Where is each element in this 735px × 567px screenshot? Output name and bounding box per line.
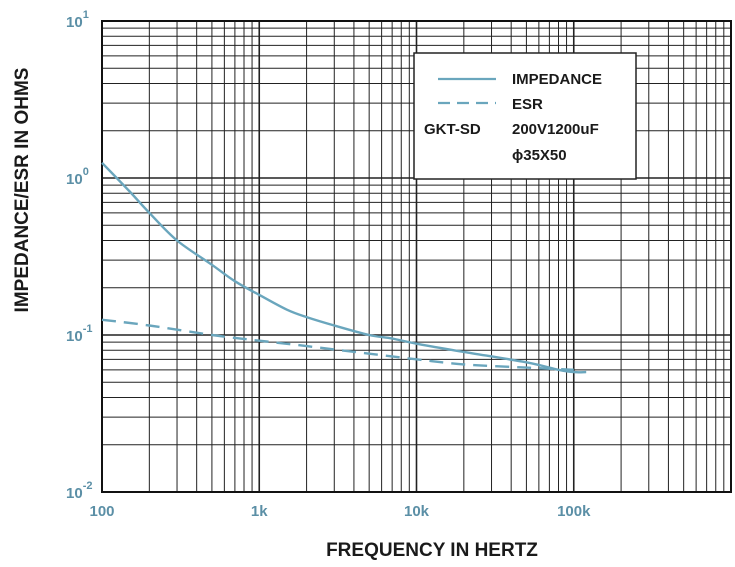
legend-part-label: GKT-SD — [424, 121, 481, 138]
y-tick-label: 101 — [66, 9, 89, 31]
series-layer — [101, 161, 587, 374]
legend-esr-label: ESR — [512, 96, 543, 113]
y-axis-title: IMPEDANCE/ESR IN OHMS — [12, 68, 33, 313]
legend-impedance-label: IMPEDANCE — [512, 71, 602, 88]
legend-spec-line1: 200V1200uF — [512, 121, 599, 138]
plot-frame — [101, 20, 732, 493]
legend-spec-line2: ϕ35X50 — [512, 147, 567, 164]
y-tick-label: 100 — [66, 166, 89, 188]
grid-lines — [101, 20, 732, 493]
series-line-esr — [101, 318, 574, 371]
legend-frame — [413, 52, 637, 180]
legend-box: IMPEDANCE ESR GKT-SD 200V1200uF ϕ35X50 — [413, 52, 637, 180]
y-tick-label: 10-1 — [66, 323, 92, 345]
x-tick-label: 10k — [404, 503, 430, 520]
x-tick-label: 100k — [557, 503, 591, 520]
y-tick-label: 10-2 — [66, 480, 92, 502]
series-line-impedance — [101, 161, 587, 374]
x-tick-label: 1k — [251, 503, 268, 520]
tick-labels: 100 1k 10k 100k 101 100 10-1 10-2 — [66, 9, 591, 520]
x-axis-title: FREQUENCY IN HERTZ — [326, 540, 538, 561]
x-tick-label: 100 — [89, 503, 114, 520]
